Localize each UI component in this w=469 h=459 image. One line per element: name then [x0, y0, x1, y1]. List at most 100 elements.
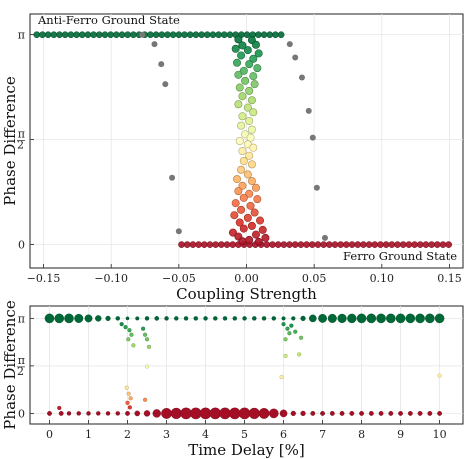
- transition-point: [249, 54, 258, 63]
- anti-ferro-branch-point: [226, 31, 234, 39]
- ferro-point: [248, 407, 260, 420]
- anti-ferro-point: [271, 316, 277, 321]
- anti-ferro-branch-point: [158, 31, 166, 39]
- transition-point: [126, 391, 131, 396]
- anti-ferro-branch-point: [73, 31, 80, 39]
- transition-point: [237, 165, 246, 174]
- ferro-point: [238, 407, 251, 420]
- transition-point: [283, 353, 288, 359]
- ferro-branch-point: [291, 241, 299, 248]
- y-tick-label: π: [18, 312, 25, 325]
- ferro-branch-point: [428, 241, 435, 248]
- ferro-branch-point: [320, 241, 327, 248]
- ferro-branch-point: [354, 241, 362, 248]
- transition-point: [141, 326, 146, 331]
- anti-ferro-branch-point: [44, 31, 52, 39]
- anti-ferro-point: [84, 314, 93, 323]
- transition-point: [231, 44, 240, 53]
- anti-ferro-branch-point: [118, 31, 126, 39]
- transition-point: [235, 83, 244, 92]
- ferro-branch-point: [269, 241, 276, 248]
- anti-ferro-point: [434, 313, 445, 324]
- transition-point: [228, 228, 237, 237]
- transition-point: [246, 133, 255, 142]
- anti-ferro-point: [347, 313, 357, 324]
- anti-ferro-branch-point: [215, 31, 222, 39]
- anti-ferro-branch-point: [260, 31, 268, 39]
- transition-point: [251, 183, 260, 192]
- transition-point: [281, 322, 286, 327]
- transition-point: [57, 405, 62, 411]
- anti-ferro-branch-point: [192, 31, 200, 39]
- x-tick-label: 1: [85, 428, 92, 441]
- x-tick-label: 10: [433, 428, 447, 441]
- anti-ferro-point: [203, 316, 208, 321]
- transition-point: [237, 205, 246, 214]
- anti-ferro-branch-point: [147, 31, 154, 39]
- transition-point: [239, 193, 248, 202]
- anti-ferro-branch-point: [56, 31, 63, 39]
- transition-point: [297, 352, 302, 357]
- ferro-branch-point: [325, 241, 333, 248]
- ferro-branch-point: [308, 241, 316, 248]
- anti-ferro-branch-point: [39, 31, 46, 39]
- anti-ferro-point: [327, 313, 337, 323]
- ferro-point: [349, 411, 355, 416]
- transition-point: [233, 58, 242, 67]
- anti-ferro-point: [95, 315, 102, 322]
- ferro-point: [290, 410, 296, 417]
- transition-point: [243, 46, 252, 55]
- y-tick-label-denominator: 2: [17, 365, 24, 378]
- ferro-point: [189, 407, 202, 420]
- unstable-point: [151, 41, 158, 48]
- transition-point: [237, 51, 246, 60]
- transition-point: [123, 325, 128, 330]
- anti-ferro-branch-point: [220, 31, 228, 39]
- x-tick-label: 6: [280, 428, 287, 441]
- ferro-point: [152, 409, 161, 418]
- ferro-point: [398, 411, 403, 416]
- transition-point: [235, 218, 244, 227]
- anti-ferro-point: [54, 313, 65, 324]
- top-y-axis-label: Phase Difference: [1, 76, 19, 206]
- unstable-point: [162, 81, 169, 88]
- anti-ferro-branch-point: [266, 31, 274, 39]
- x-tick-label: −0.15: [27, 272, 61, 285]
- ferro-point: [170, 407, 182, 420]
- transition-point: [246, 201, 255, 210]
- anti-ferro-point: [74, 313, 84, 323]
- ferro-point: [300, 410, 306, 417]
- transition-point: [142, 397, 148, 402]
- transition-point: [249, 143, 258, 152]
- anti-ferro-branch-point: [61, 31, 69, 39]
- transition-point: [251, 40, 260, 49]
- ferro-point: [58, 411, 64, 416]
- anti-ferro-branch-point: [203, 31, 211, 39]
- transition-point: [243, 170, 252, 179]
- ferro-point: [320, 411, 325, 416]
- ferro-branch-point: [377, 241, 384, 248]
- transition-point: [247, 160, 256, 169]
- anti-ferro-branch-point: [84, 31, 92, 39]
- anti-ferro-branch-point: [243, 31, 251, 39]
- anti-ferro-branch-point: [277, 31, 285, 39]
- anti-ferro-point: [213, 316, 218, 321]
- transition-point: [253, 64, 262, 73]
- ferro-branch-point: [274, 241, 282, 248]
- transition-point: [254, 237, 263, 246]
- transition-point: [241, 76, 250, 85]
- anti-ferro-point: [318, 314, 327, 323]
- ferro-branch-point: [280, 241, 288, 248]
- ferro-branch-point: [183, 241, 191, 248]
- ferro-branch-point: [371, 241, 379, 248]
- ferro-branch-point: [343, 241, 350, 248]
- anti-ferro-point: [386, 313, 396, 324]
- unstable-point: [169, 174, 176, 181]
- transition-point: [437, 373, 442, 378]
- x-tick-label: −0.05: [162, 272, 196, 285]
- ferro-branch-point: [286, 241, 293, 248]
- transition-point: [125, 400, 130, 405]
- x-tick-label: 3: [163, 428, 170, 441]
- unstable-point: [139, 31, 146, 38]
